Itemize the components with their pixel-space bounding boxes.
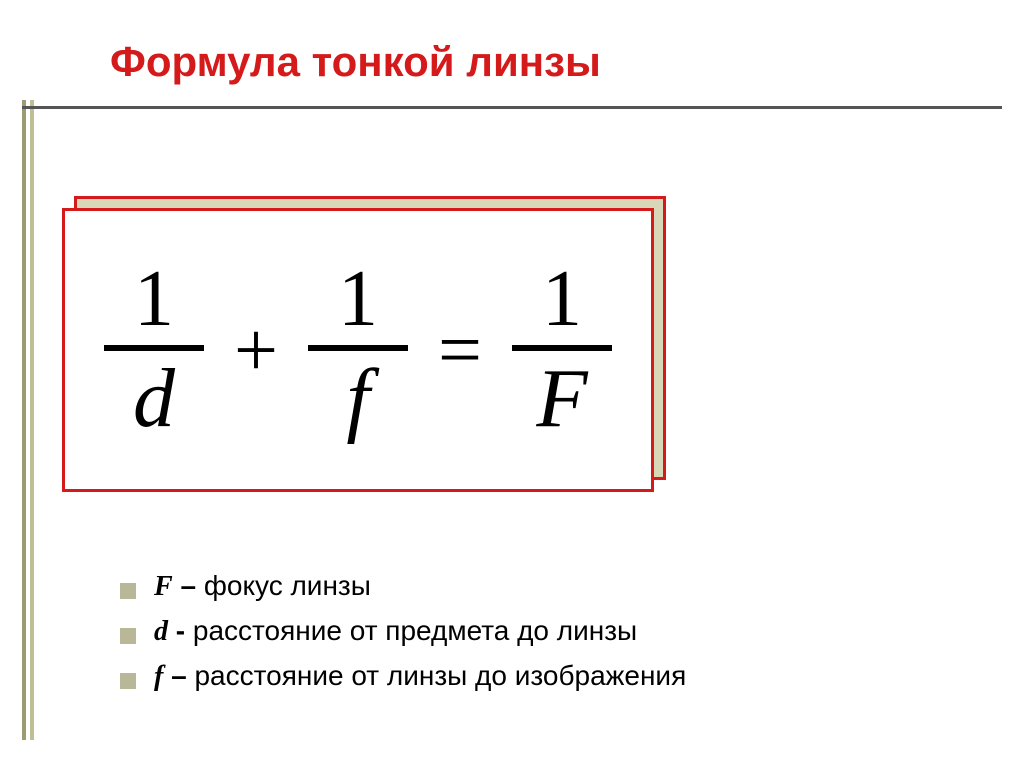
vline-2 <box>30 100 34 740</box>
legend: F – фокус линзы d - расстояние от предме… <box>120 570 686 705</box>
legend-item-image-distance: f – расстояние от линзы до изображения <box>120 660 686 693</box>
legend-symbol: F <box>154 571 173 602</box>
legend-sep: – <box>163 660 194 691</box>
frac1-numerator: 1 <box>134 259 174 345</box>
bullet-icon <box>120 673 136 689</box>
slide: Формула тонкой линзы 1 d + 1 f = 1 F <box>0 0 1024 767</box>
formula-box: 1 d + 1 f = 1 F <box>62 208 654 492</box>
legend-desc: фокус линзы <box>204 570 371 601</box>
legend-text: F – фокус линзы <box>154 570 371 603</box>
fraction-2: 1 f <box>308 259 408 441</box>
legend-item-object-distance: d - расстояние от предмета до линзы <box>120 615 686 648</box>
frac2-denominator: f <box>346 351 369 441</box>
legend-text: f – расстояние от линзы до изображения <box>154 660 686 693</box>
frac2-numerator: 1 <box>338 259 378 345</box>
fraction-3: 1 F <box>512 259 612 441</box>
slide-title: Формула тонкой линзы <box>110 38 601 86</box>
legend-text: d - расстояние от предмета до линзы <box>154 615 637 648</box>
legend-sep: - <box>168 615 193 646</box>
thin-lens-formula: 1 d + 1 f = 1 F <box>65 211 651 489</box>
bullet-icon <box>120 583 136 599</box>
legend-symbol: f <box>154 661 163 692</box>
decorative-vertical-lines <box>22 100 46 740</box>
fraction-1: 1 d <box>104 259 204 441</box>
legend-item-focus: F – фокус линзы <box>120 570 686 603</box>
legend-desc: расстояние от линзы до изображения <box>194 660 686 691</box>
bullet-icon <box>120 628 136 644</box>
frac3-denominator: F <box>536 351 587 441</box>
operator-plus: + <box>234 311 278 389</box>
vline-1 <box>22 100 26 740</box>
horizontal-rule <box>22 106 1002 109</box>
operator-equals: = <box>438 311 482 389</box>
legend-sep: – <box>173 570 204 601</box>
legend-desc: расстояние от предмета до линзы <box>193 615 637 646</box>
legend-symbol: d <box>154 616 168 647</box>
frac3-numerator: 1 <box>542 259 582 345</box>
frac1-denominator: d <box>133 351 175 441</box>
